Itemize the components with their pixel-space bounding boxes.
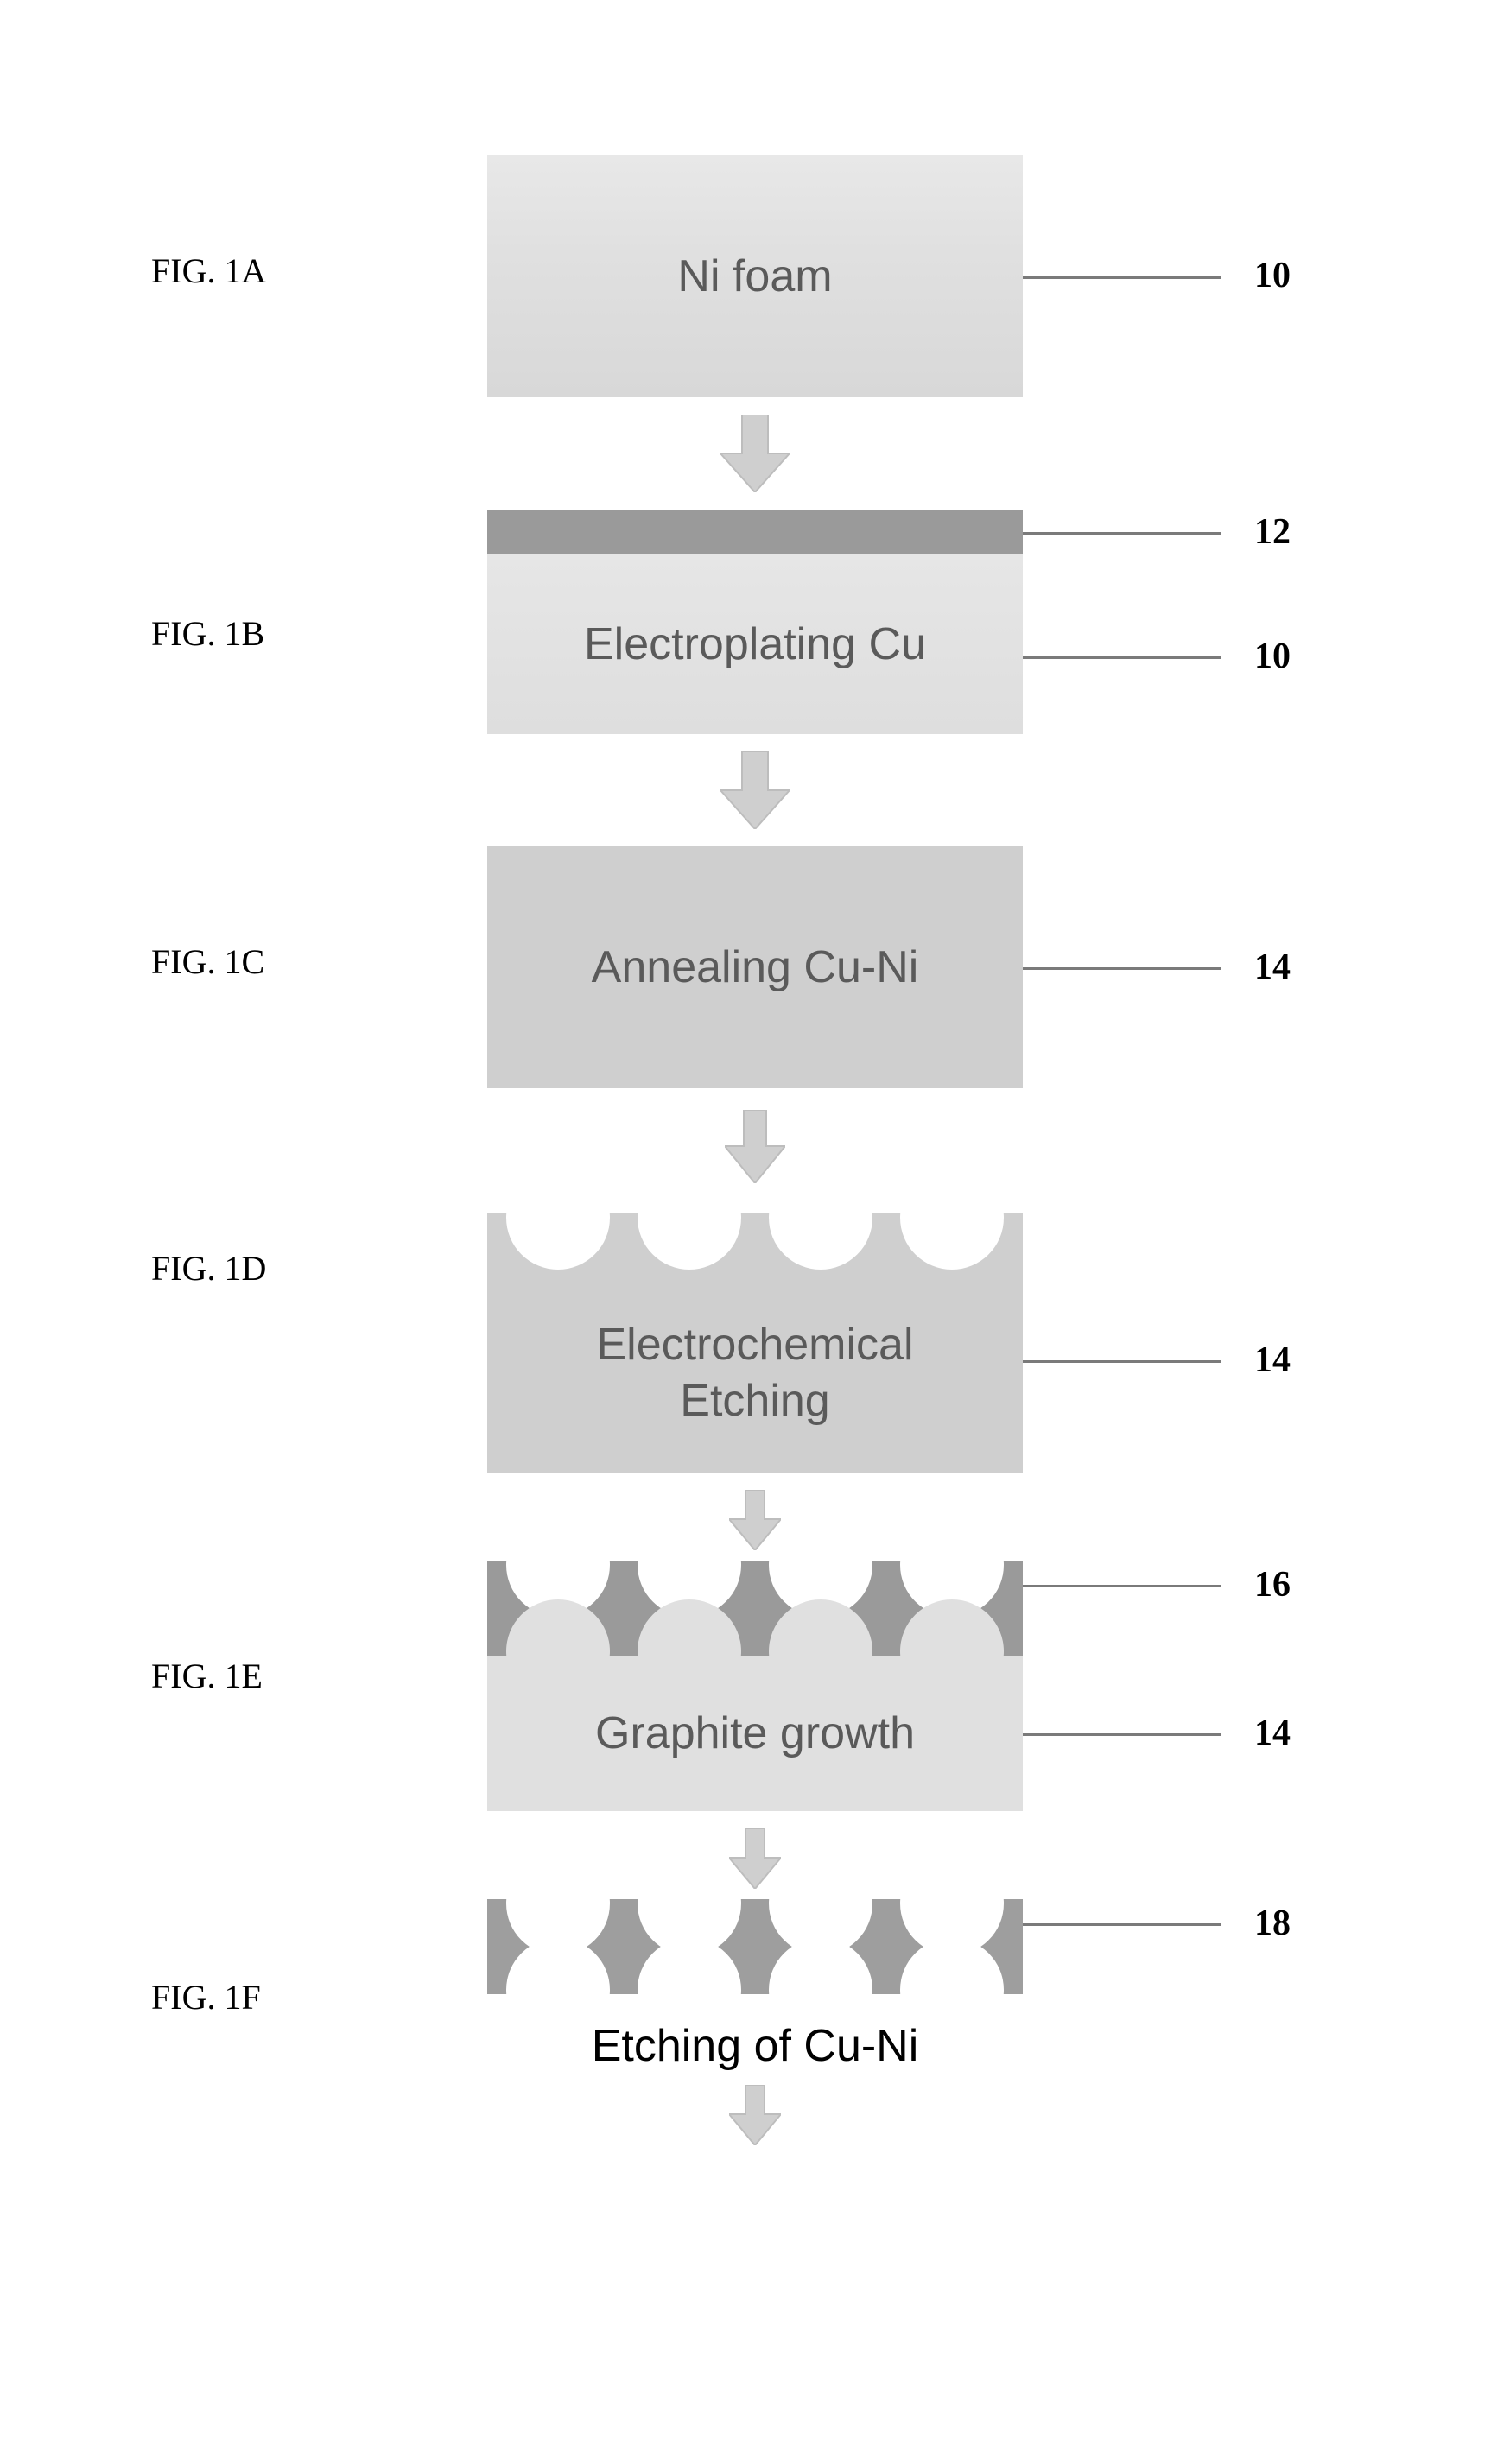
text-annealing: Annealing Cu-Ni xyxy=(592,940,919,996)
leader-14d xyxy=(1023,1360,1221,1363)
box-graphite-wrap: Graphite growth 16 14 xyxy=(487,1561,1023,1811)
scallop xyxy=(638,1213,741,1270)
refnum-14d: 14 xyxy=(1254,1340,1291,1381)
row-1b: FIG. 1B Electroplating Cu 12 10 xyxy=(0,510,1510,734)
row-1a: FIG. 1A Ni foam 10 xyxy=(0,155,1510,397)
text-etching: Electrochemical Etching xyxy=(487,1317,1023,1429)
scallop xyxy=(769,1938,872,1994)
arrow-down-icon xyxy=(720,751,790,829)
scallop xyxy=(769,1599,872,1656)
arrow-c-d xyxy=(0,1110,1510,1183)
box-electroplating: Electroplating Cu 12 10 xyxy=(487,510,1023,734)
fig-label-1d: FIG. 1D xyxy=(151,1248,266,1289)
row-1f: FIG. 1F 18 Etching of Cu-Ni xyxy=(0,1899,1510,2072)
arrow-e-f xyxy=(0,1828,1510,1889)
leader-14c xyxy=(1023,967,1221,970)
refnum-14e: 14 xyxy=(1254,1713,1291,1754)
leader-10a xyxy=(1023,276,1221,279)
scallop xyxy=(900,1938,1004,1994)
scallop-bot-e xyxy=(487,1599,1023,1656)
arrow-b-c xyxy=(0,751,1510,829)
scallop xyxy=(769,1213,872,1270)
fig-label-1b: FIG. 1B xyxy=(151,613,264,654)
scallop xyxy=(506,1213,610,1270)
arrow-down-icon xyxy=(729,1828,781,1889)
fig-label-1e: FIG. 1E xyxy=(151,1656,263,1696)
refnum-14c: 14 xyxy=(1254,947,1291,988)
leader-16 xyxy=(1023,1585,1221,1587)
arrow-down-icon xyxy=(725,1110,785,1183)
scallop xyxy=(900,1213,1004,1270)
text-graphite: Graphite growth xyxy=(595,1706,915,1762)
scallop xyxy=(638,1599,741,1656)
leader-12 xyxy=(1023,532,1221,535)
text-ni-foam: Ni foam xyxy=(677,249,832,305)
fig-label-1c: FIG. 1C xyxy=(151,941,264,982)
scallop xyxy=(506,1938,610,1994)
arrow-down-icon xyxy=(729,1490,781,1550)
band-f xyxy=(487,1899,1023,1994)
caption-etching-cuni: Etching of Cu-Ni xyxy=(592,2020,919,2072)
box-etching: Electrochemical Etching xyxy=(487,1213,1023,1473)
arrow-down-icon xyxy=(729,2085,781,2145)
fig-label-1f: FIG. 1F xyxy=(151,1977,261,2017)
body-graphite: Graphite growth xyxy=(487,1656,1023,1811)
leader-10b xyxy=(1023,656,1221,659)
band-graphite xyxy=(487,1561,1023,1656)
arrow-a-b xyxy=(0,415,1510,492)
fig-label-1a: FIG. 1A xyxy=(151,250,266,291)
box-annealing: Annealing Cu-Ni 14 xyxy=(487,846,1023,1088)
box-ni-foam: Ni foam 10 xyxy=(487,155,1023,397)
body-electroplating: Electroplating Cu xyxy=(487,554,1023,734)
row-1e: FIG. 1E Graphite growth 16 14 xyxy=(0,1561,1510,1811)
scallop-bot-f xyxy=(487,1938,1023,1994)
scallop xyxy=(638,1938,741,1994)
row-1d: FIG. 1D Electrochemical Etching 14 xyxy=(0,1213,1510,1473)
scallop xyxy=(506,1599,610,1656)
leader-14e xyxy=(1023,1733,1221,1736)
arrow-d-e xyxy=(0,1490,1510,1550)
box-etching-wrap: Electrochemical Etching 14 xyxy=(487,1213,1023,1473)
arrow-f-out xyxy=(0,2085,1510,2145)
arrow-down-icon xyxy=(720,415,790,492)
leader-18 xyxy=(1023,1923,1221,1926)
refnum-12: 12 xyxy=(1254,511,1291,553)
refnum-10a: 10 xyxy=(1254,255,1291,296)
text-electroplating: Electroplating Cu xyxy=(584,617,926,673)
refnum-10b: 10 xyxy=(1254,636,1291,677)
row-1c: FIG. 1C Annealing Cu-Ni 14 xyxy=(0,846,1510,1088)
strip-cu xyxy=(487,510,1023,554)
refnum-18: 18 xyxy=(1254,1903,1291,1944)
scallop-row-d xyxy=(487,1213,1023,1270)
scallop xyxy=(900,1599,1004,1656)
refnum-16: 16 xyxy=(1254,1564,1291,1606)
